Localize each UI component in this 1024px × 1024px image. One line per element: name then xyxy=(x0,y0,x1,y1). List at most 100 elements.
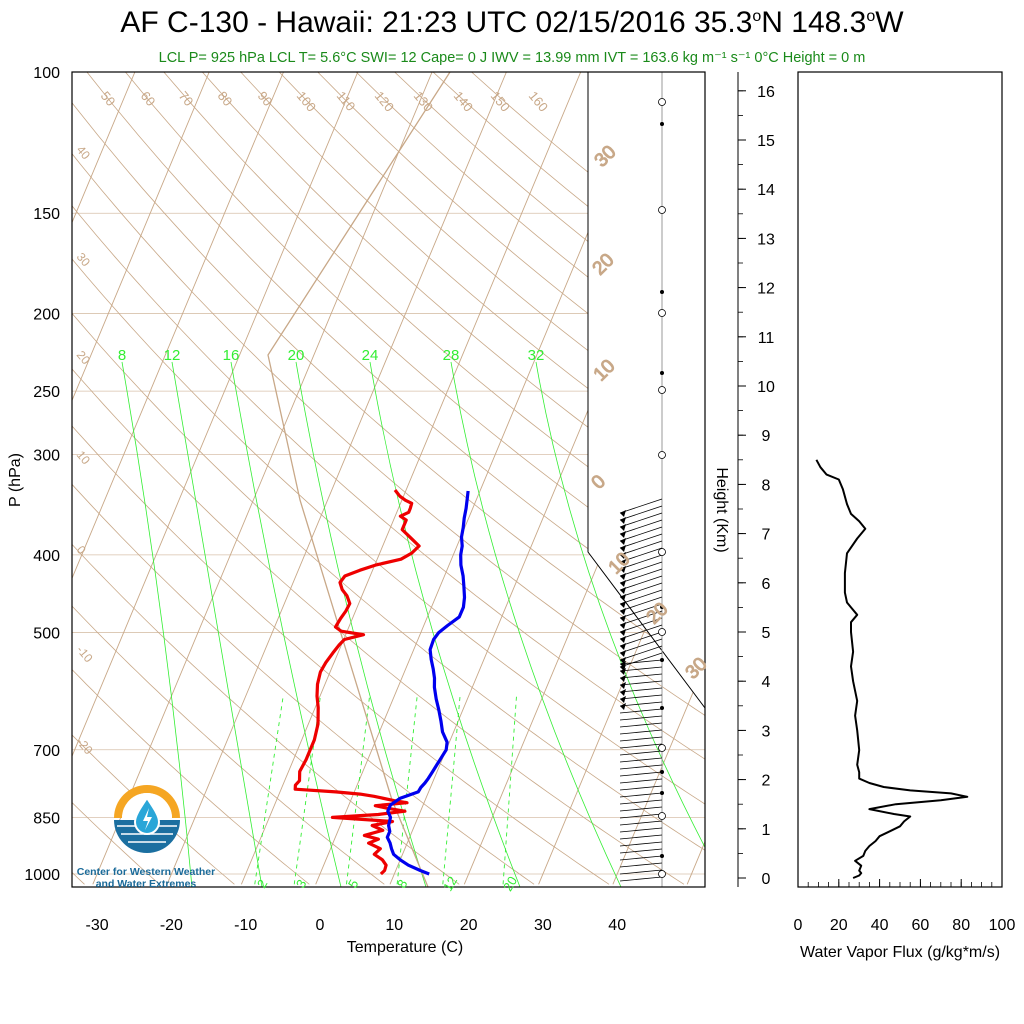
flux-tick-label: 100 xyxy=(989,917,1016,934)
wind-barb-shaft xyxy=(619,547,663,563)
wind-barb-shaft xyxy=(619,687,663,693)
moist-adiabat xyxy=(121,361,193,887)
wind-barb-shaft xyxy=(619,876,663,882)
isotherm-label-left: -10 xyxy=(74,643,96,666)
height-tick-label: 7 xyxy=(762,527,771,544)
logo-water xyxy=(114,820,180,853)
wind-barb-shaft xyxy=(619,771,663,777)
wind-barb-shaft xyxy=(619,498,663,514)
moist-adiabat xyxy=(171,361,263,887)
wind-barb-shaft xyxy=(619,680,663,686)
wind-barb-shaft xyxy=(619,715,663,721)
mixing-ratio-label-top: 8 xyxy=(118,347,126,364)
pressure-tick-label: 850 xyxy=(33,810,60,827)
wind-barb-pennant xyxy=(620,552,626,559)
wind-barb-shaft xyxy=(619,869,663,875)
isotherm-label-left: 10 xyxy=(74,448,94,467)
pressure-tick-label: 700 xyxy=(33,743,60,760)
pressure-tick-label: 1000 xyxy=(24,867,60,884)
wind-barb-shaft xyxy=(619,610,663,626)
wind-barb-pennant xyxy=(620,524,626,531)
isotherm-line xyxy=(761,72,1024,884)
mixing-ratio-label-top: 20 xyxy=(288,347,305,364)
wind-barb-pennant xyxy=(620,615,626,622)
dry-adiabat xyxy=(125,72,705,592)
isotherm-line xyxy=(72,72,136,224)
dry-adiabat xyxy=(471,72,705,264)
wind-station-dot xyxy=(658,744,666,752)
title-lat-dir: N 148.3 xyxy=(761,6,867,39)
wind-barb-shaft xyxy=(619,841,663,847)
theta-label: 100 xyxy=(294,88,319,114)
dry-adiabat xyxy=(72,668,310,885)
wind-barb-pennant xyxy=(620,689,626,696)
isotherm-line xyxy=(92,72,433,885)
wind-barb-pennant xyxy=(620,517,626,524)
wind-station-dot xyxy=(660,854,665,859)
wind-station-dot xyxy=(658,206,666,214)
wind-barb-shaft xyxy=(619,512,663,528)
wind-barb-shaft xyxy=(619,666,663,672)
isotherm-label-left: -20 xyxy=(74,735,96,758)
temperature-tick-label: -20 xyxy=(160,917,183,934)
dry-adiabat xyxy=(72,258,705,805)
height-tick-label: 0 xyxy=(762,871,771,888)
pressure-tick-label: 300 xyxy=(33,448,60,465)
flux-tick-label: 20 xyxy=(830,917,848,934)
dry-adiabat xyxy=(394,72,705,332)
wind-barb-shaft xyxy=(619,603,663,619)
dry-adiabat xyxy=(72,425,610,885)
wind-barb-shaft xyxy=(619,834,663,840)
wind-barb-shaft xyxy=(619,708,663,714)
wind-barb-pennant xyxy=(620,587,626,594)
skewt-series xyxy=(293,489,470,876)
flux-line xyxy=(815,459,969,879)
wind-barb-shaft xyxy=(619,764,663,770)
title-degree-1: o xyxy=(752,8,762,25)
wind-barbs xyxy=(619,98,666,882)
height-tick-label: 9 xyxy=(762,428,771,445)
wind-barb-pennant xyxy=(620,661,626,668)
wind-barb-shaft xyxy=(619,701,663,707)
temperature-tick-label: 10 xyxy=(385,917,403,934)
dry-adiabat xyxy=(72,605,385,885)
wind-barb-shaft xyxy=(619,533,663,549)
isotherm-line xyxy=(72,72,359,758)
theta-label: 130 xyxy=(411,88,436,114)
dry-adiabat xyxy=(72,205,705,760)
wind-station-dot xyxy=(658,628,666,636)
wind-station-dot xyxy=(660,122,665,127)
height-tick-label: 3 xyxy=(762,723,771,740)
mixing-ratio-label-top: 32 xyxy=(528,347,545,364)
wind-barb-pennant xyxy=(620,675,626,682)
theta-label: 150 xyxy=(488,88,513,114)
wind-barb-shaft xyxy=(619,750,663,756)
wind-barb-shaft xyxy=(619,638,663,654)
wind-barb-shaft xyxy=(619,729,663,735)
dry-adiabat xyxy=(72,312,705,851)
wind-station-dot xyxy=(660,770,665,775)
y-axis-label: P (hPa) xyxy=(7,453,24,507)
logo-line-1: Center for Western Weather xyxy=(76,866,216,878)
temperature-tick-label: -30 xyxy=(86,917,109,934)
pressure-tick-label: 500 xyxy=(33,626,60,643)
height-tick-label: 14 xyxy=(757,182,775,199)
title-main: AF C-130 - Hawaii: 21:23 UTC 02/15/2016 … xyxy=(120,6,753,39)
x-axis-label: Temperature (C) xyxy=(347,939,463,956)
wind-barb-pennant xyxy=(620,629,626,636)
height-tick-label: 15 xyxy=(757,133,775,150)
wind-barb-shaft xyxy=(619,848,663,854)
dry-adiabat xyxy=(72,368,685,885)
mixing-ratio-label-top: 16 xyxy=(223,347,240,364)
isotherm-line xyxy=(166,72,507,885)
skewt-frame xyxy=(71,71,706,888)
wind-barb-pennant xyxy=(620,650,626,657)
pressure-tick-label: 150 xyxy=(33,206,60,223)
wind-barb-shaft xyxy=(619,582,663,598)
isotherm-line xyxy=(612,662,705,885)
pressure-tick-label: 100 xyxy=(33,65,60,82)
wind-barb-shaft xyxy=(619,813,663,819)
wind-barb-shaft xyxy=(619,540,663,556)
